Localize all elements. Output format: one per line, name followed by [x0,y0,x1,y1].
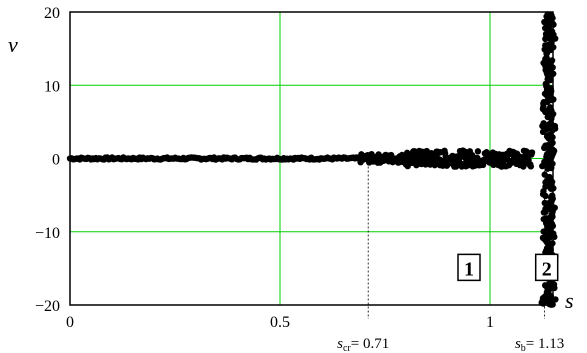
plot-frame [69,11,554,306]
data-point [541,171,548,178]
data-point [527,163,535,170]
data-point [546,173,553,181]
data-point [547,76,554,84]
x-tick-label: 0.5 [270,314,290,331]
marker-label: sb= 1.13 [515,336,564,353]
data-point [551,233,558,241]
marker-label: scr= 0.71 [337,336,389,353]
x-axis-label: s [565,288,574,313]
data-point [552,296,559,303]
y-axis-label: ν [8,32,18,57]
y-tick-label: −20 [35,298,60,315]
data-point [547,181,554,189]
data-point [543,81,550,88]
y-tick-label: 10 [44,78,60,95]
data-point [542,35,549,43]
data-points [66,11,559,308]
data-point [545,135,552,142]
region-label: 2 [542,258,552,280]
data-point [542,126,550,133]
data-point [545,245,553,253]
data-point [543,54,550,62]
y-tick-label: 0 [52,152,60,169]
data-point [550,281,558,288]
data-point [545,292,553,300]
data-point [548,220,556,228]
region-label-box [534,253,559,282]
tick-labels: 0 0.5 1 20 10 0 −10 −20 [35,5,494,331]
y-tick-label: 20 [44,5,60,22]
data-point [546,142,553,150]
threshold-markers: scr= 0.71 sb= 1.13 [337,158,564,353]
region-label: 1 [464,258,474,280]
data-point [474,148,482,155]
data-point [546,205,554,212]
region-label-box [457,253,481,282]
data-point [547,158,554,166]
data-point [546,234,553,241]
x-tick-label: 1 [486,314,494,331]
data-point [542,192,549,200]
y-tick-label: −10 [35,225,60,242]
x-tick-label: 0 [66,314,74,331]
data-point [546,30,554,37]
data-point [528,149,536,156]
data-point [548,57,556,64]
data-point [545,297,552,305]
